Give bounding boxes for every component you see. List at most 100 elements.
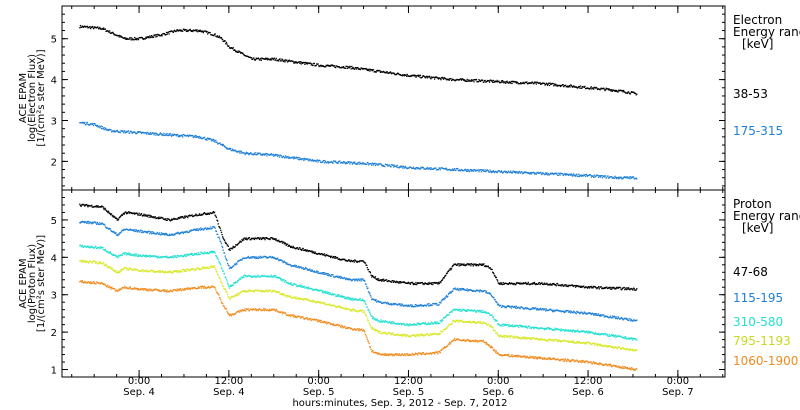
- data-point: [126, 131, 128, 133]
- data-point: [150, 215, 152, 217]
- data-point: [598, 332, 600, 335]
- data-point: [254, 153, 256, 156]
- data-point: [222, 143, 224, 146]
- data-point: [503, 283, 505, 285]
- data-point: [132, 131, 135, 134]
- data-point: [546, 328, 548, 330]
- data-point: [578, 85, 580, 88]
- data-point: [504, 307, 506, 309]
- data-point: [325, 273, 327, 275]
- data-point: [575, 175, 577, 177]
- data-point: [146, 215, 148, 218]
- data-point: [145, 214, 148, 216]
- data-point: [551, 173, 553, 175]
- data-point: [83, 121, 85, 124]
- data-point: [485, 265, 487, 267]
- data-point: [140, 131, 142, 133]
- data-point: [341, 276, 343, 279]
- data-point: [99, 262, 101, 264]
- data-point: [281, 156, 284, 158]
- data-point: [606, 88, 608, 90]
- data-point: [563, 329, 565, 331]
- data-point: [589, 87, 592, 89]
- data-point: [585, 331, 587, 333]
- data-point: [200, 268, 203, 270]
- data-point: [179, 216, 181, 218]
- data-point: [296, 247, 299, 249]
- data-point: [401, 165, 403, 168]
- data-point: [298, 61, 300, 63]
- data-point: [144, 254, 146, 256]
- data-point: [492, 271, 494, 273]
- data-point: [250, 256, 252, 258]
- data-point: [478, 289, 480, 292]
- data-point: [238, 50, 240, 52]
- data-point: [631, 338, 633, 340]
- data-point: [192, 268, 194, 271]
- data-point: [479, 310, 481, 312]
- data-point: [355, 278, 357, 280]
- data-point: [485, 170, 487, 173]
- data-point: [333, 256, 335, 258]
- data-point: [92, 260, 95, 262]
- data-point: [381, 164, 383, 167]
- data-point: [232, 245, 234, 247]
- data-point: [559, 174, 561, 176]
- data-point: [108, 31, 110, 34]
- data-point: [615, 336, 617, 338]
- data-point: [333, 65, 335, 67]
- data-point: [581, 286, 583, 288]
- data-point: [621, 318, 623, 320]
- data-point: [579, 331, 581, 333]
- data-point: [103, 28, 105, 30]
- data-point: [115, 217, 117, 219]
- data-point: [441, 279, 443, 281]
- data-point: [156, 133, 158, 135]
- data-point: [354, 68, 356, 70]
- data-point: [148, 133, 150, 135]
- data-point: [405, 166, 407, 169]
- data-point: [399, 282, 401, 284]
- data-point: [222, 246, 224, 249]
- data-point: [399, 303, 401, 305]
- data-point: [360, 260, 362, 262]
- data-point: [481, 311, 483, 314]
- data-point: [225, 257, 227, 259]
- data-point: [323, 159, 325, 162]
- data-point: [487, 170, 489, 172]
- data-point: [604, 315, 606, 317]
- data-point: [210, 266, 213, 268]
- data-point: [99, 127, 101, 129]
- legend-entry: 115-195: [733, 291, 783, 305]
- data-point: [493, 171, 496, 174]
- data-point: [245, 238, 247, 240]
- data-point: [350, 279, 352, 281]
- data-point: [224, 241, 226, 243]
- data-point: [217, 143, 219, 145]
- data-point: [596, 288, 598, 290]
- data-point: [485, 290, 488, 292]
- data-point: [160, 232, 163, 234]
- data-point: [295, 156, 297, 158]
- data-point: [390, 72, 392, 74]
- data-point: [103, 208, 105, 211]
- data-point: [206, 228, 208, 230]
- data-point: [617, 91, 619, 93]
- data-point: [225, 276, 227, 278]
- data-point: [170, 218, 173, 220]
- data-point: [634, 92, 637, 94]
- data-point: [308, 160, 310, 162]
- data-point: [87, 124, 90, 126]
- data-point: [140, 270, 142, 272]
- data-point: [119, 270, 121, 272]
- data-point: [570, 312, 572, 314]
- data-point: [164, 219, 166, 221]
- data-point: [308, 159, 310, 161]
- data-point: [146, 231, 148, 233]
- data-point: [497, 303, 499, 305]
- data-point: [339, 259, 341, 261]
- data-point: [449, 269, 451, 271]
- data-point: [394, 280, 396, 282]
- data-point: [559, 329, 561, 331]
- data-point: [357, 278, 359, 281]
